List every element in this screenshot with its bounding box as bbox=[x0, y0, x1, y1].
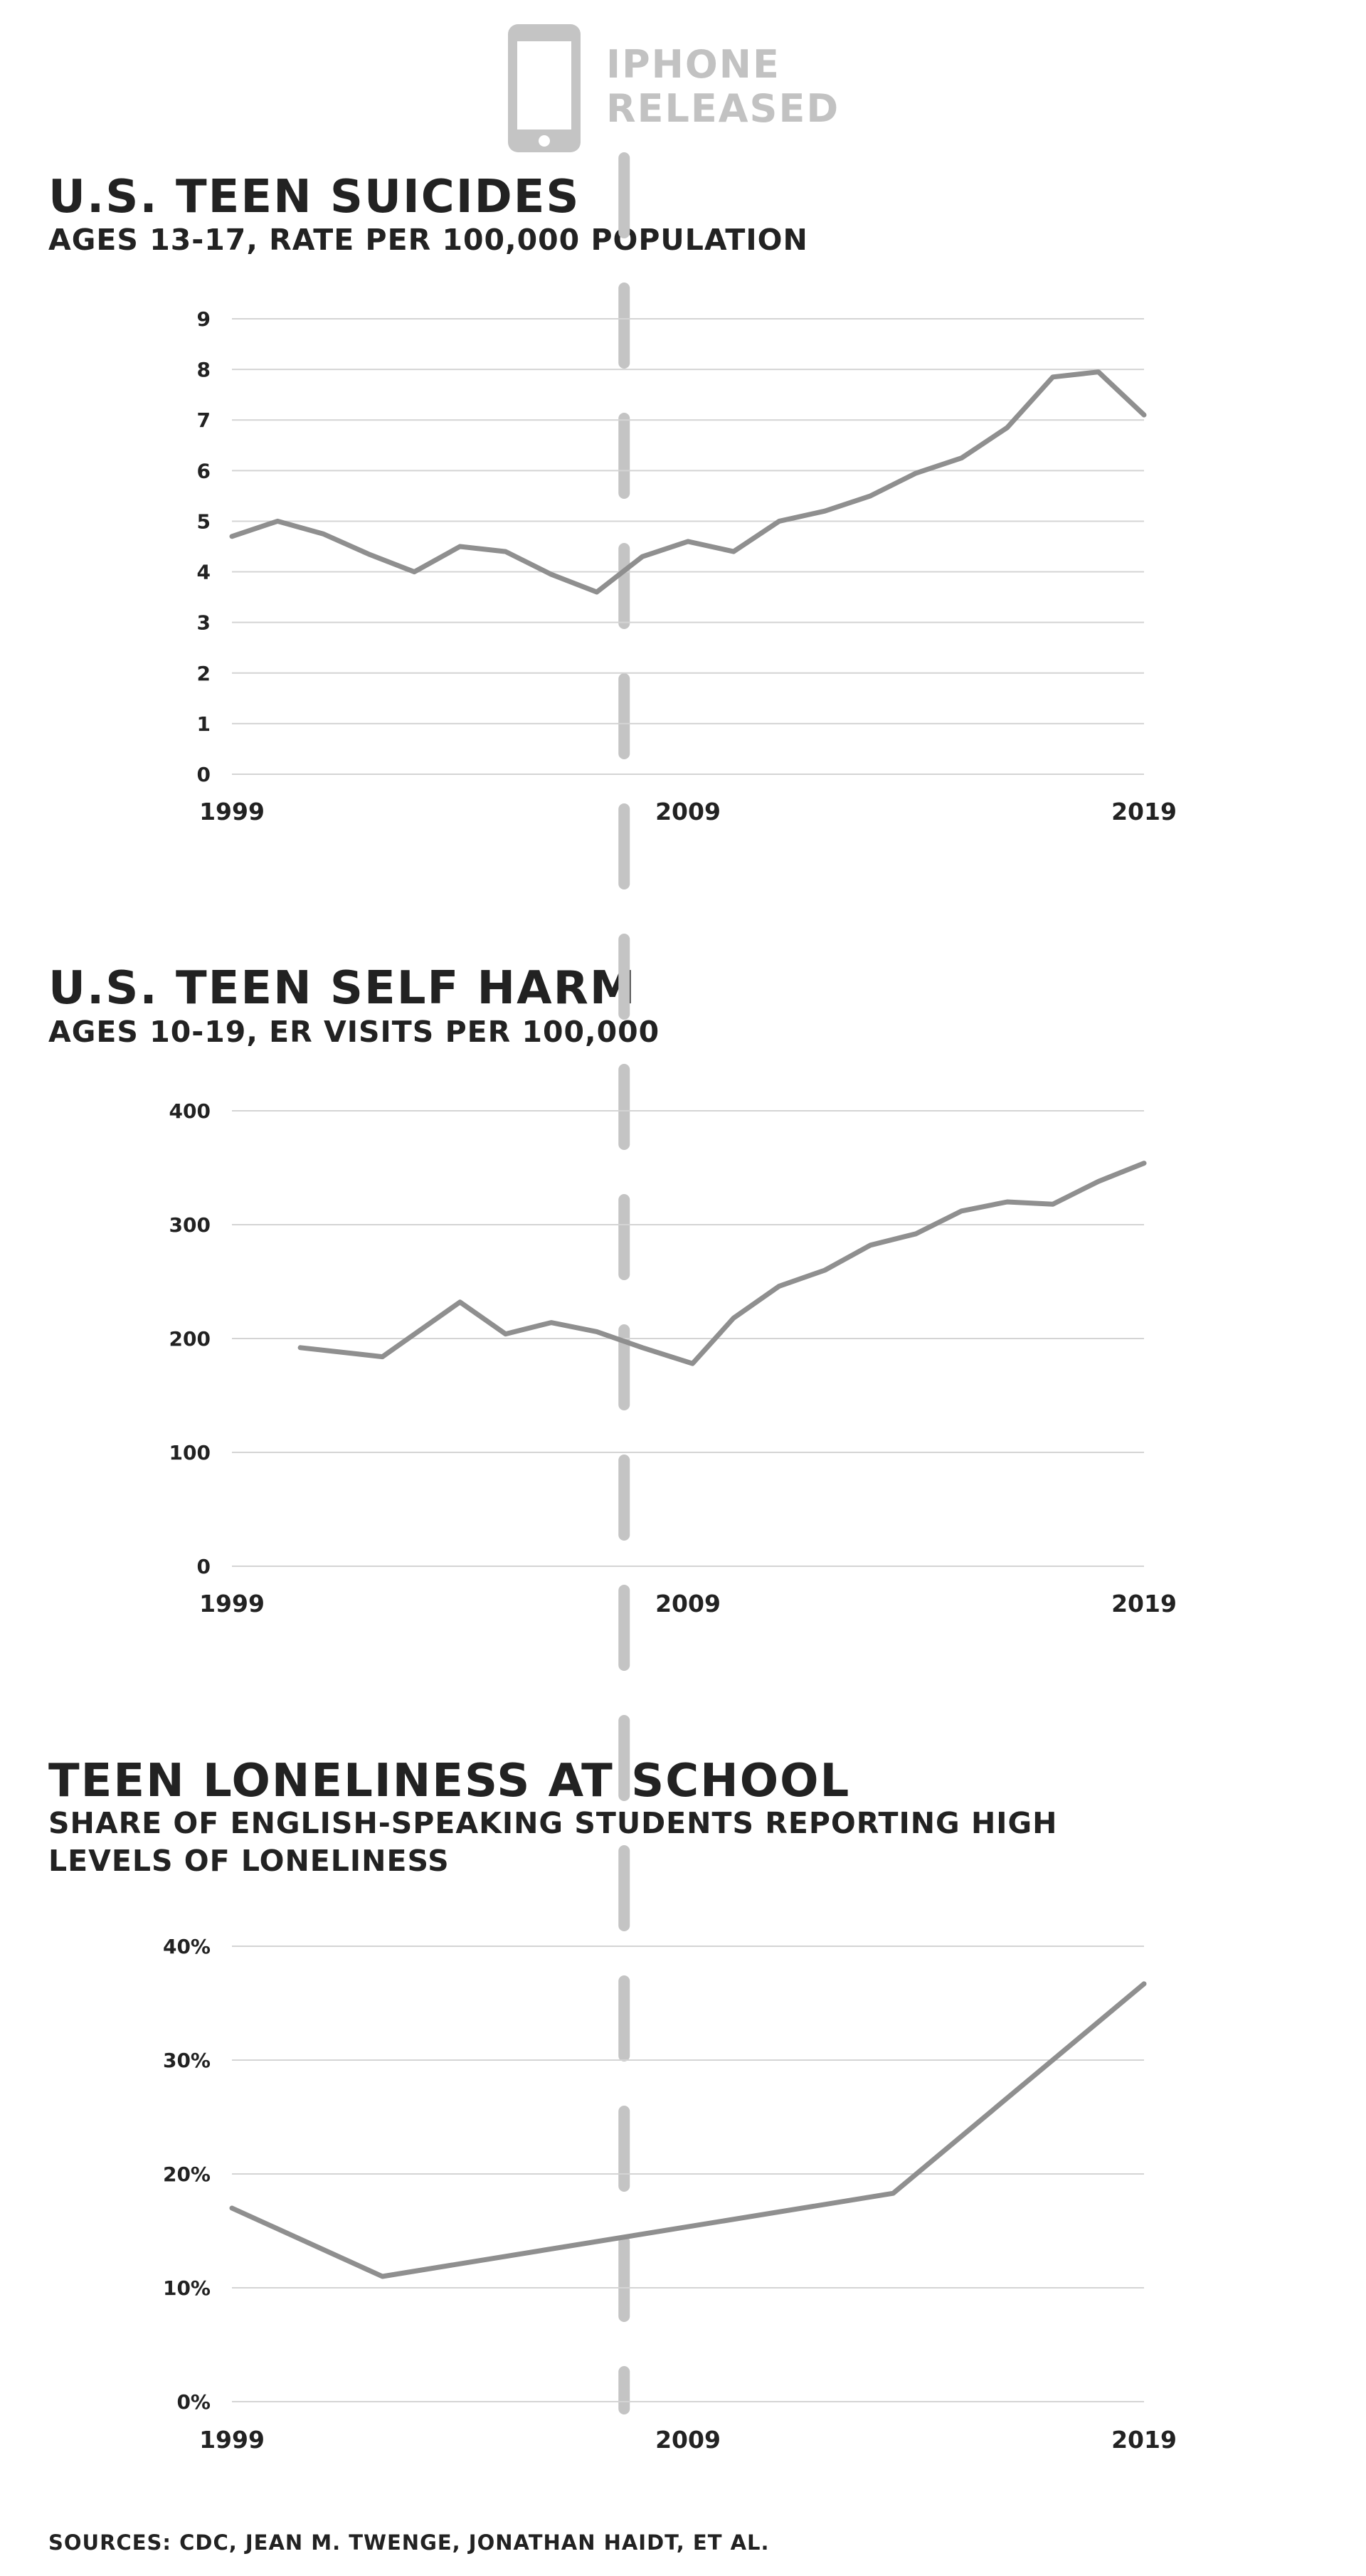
y-tick-label: 2 bbox=[197, 662, 211, 685]
y-tick-label: 30% bbox=[163, 2049, 211, 2072]
x-tick-label: 1999 bbox=[199, 2426, 265, 2454]
y-tick-label: 0 bbox=[197, 763, 211, 786]
phone-icon bbox=[508, 24, 581, 152]
iphone-label-line-1: IPHONE bbox=[606, 42, 780, 87]
chart-2-title: U.S. TEEN SELF HARM bbox=[48, 962, 637, 1015]
x-tick-label: 2019 bbox=[1111, 1590, 1177, 1617]
y-tick-label: 4 bbox=[197, 561, 211, 584]
chart-teen-loneliness: 0% 10% 20% 30% 40% 1999 2009 2019 bbox=[163, 1935, 1177, 2454]
series-line bbox=[229, 369, 1147, 595]
chart-teen-suicides: 0 1 2 3 4 5 6 7 8 9 1999 2009 2019 bbox=[197, 307, 1177, 825]
y-tick-label: 300 bbox=[169, 1213, 211, 1237]
y-tick-label: 1 bbox=[197, 712, 211, 736]
y-tick-label: 0% bbox=[176, 2390, 211, 2414]
y-tick-label: 0 bbox=[197, 1555, 211, 1578]
iphone-label-line-2: RELEASED bbox=[606, 86, 840, 132]
chart-teen-self-harm: 0 100 200 300 400 1999 2009 2019 bbox=[169, 1099, 1177, 1617]
y-tick-label: 7 bbox=[197, 408, 211, 432]
x-tick-label: 2009 bbox=[655, 2426, 721, 2454]
chart-3-title: TEEN LONELINESS AT SCHOOL bbox=[48, 1755, 851, 1807]
y-tick-label: 20% bbox=[163, 2163, 211, 2186]
chart-3-subtitle: SHARE OF ENGLISH-SPEAKING STUDENTS REPOR… bbox=[48, 1806, 1058, 1879]
iphone-released-label: IPHONE RELEASED bbox=[606, 42, 840, 132]
x-tick-label: 2009 bbox=[655, 1590, 721, 1617]
series-line bbox=[297, 1161, 1147, 1366]
chart-1-subtitle: AGES 13-17, RATE PER 100,000 POPULATION bbox=[48, 223, 808, 257]
x-tick-label: 2019 bbox=[1111, 798, 1177, 825]
series-line bbox=[229, 1981, 1147, 2279]
sources-note: SOURCES: CDC, JEAN M. TWENGE, JONATHAN H… bbox=[48, 2530, 770, 2555]
y-tick-label: 9 bbox=[197, 307, 211, 331]
x-tick-label: 2019 bbox=[1111, 2426, 1177, 2454]
y-tick-label: 400 bbox=[169, 1099, 211, 1123]
x-tick-label: 1999 bbox=[199, 1590, 265, 1617]
y-tick-label: 5 bbox=[197, 510, 211, 533]
y-tick-label: 3 bbox=[197, 611, 211, 635]
y-tick-label: 10% bbox=[163, 2276, 211, 2300]
x-tick-label: 2009 bbox=[655, 798, 721, 825]
chart-2-subtitle: AGES 10-19, ER VISITS PER 100,000 bbox=[48, 1015, 660, 1049]
y-tick-label: 40% bbox=[163, 1935, 211, 1958]
y-tick-label: 6 bbox=[197, 459, 211, 482]
y-tick-label: 200 bbox=[169, 1327, 211, 1351]
x-tick-label: 1999 bbox=[199, 798, 265, 825]
y-tick-label: 100 bbox=[169, 1441, 211, 1464]
chart-1-title: U.S. TEEN SUICIDES bbox=[48, 171, 581, 223]
y-tick-label: 8 bbox=[197, 358, 211, 381]
